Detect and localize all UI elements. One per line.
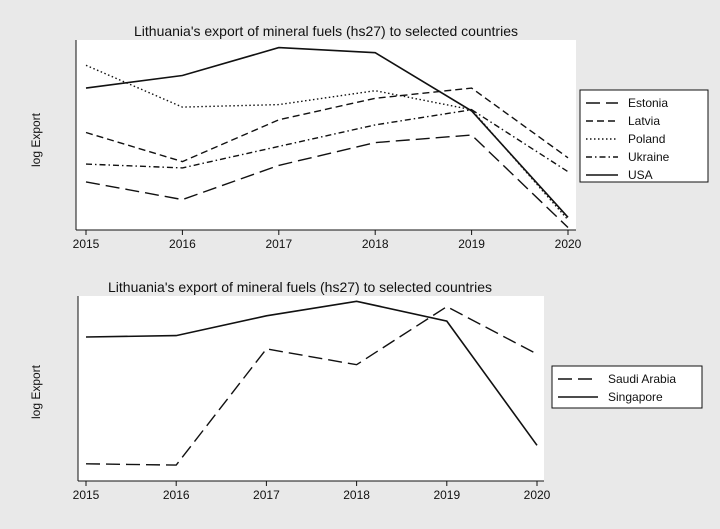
y-axis-label-bottom: log Export	[29, 364, 43, 419]
x-tick-label: 2018	[343, 488, 370, 502]
plot-area-bottom	[78, 296, 544, 481]
legend-label-estonia: Estonia	[628, 96, 668, 110]
legend-label-ukraine: Ukraine	[628, 150, 670, 164]
x-tick-label: 2016	[163, 488, 190, 502]
x-tick-label: 2015	[73, 237, 100, 251]
chart-title-top: Lithuania's export of mineral fuels (hs2…	[134, 23, 518, 39]
x-tick-label: 2019	[433, 488, 460, 502]
plot-area-top	[76, 40, 576, 230]
chart-top: Lithuania's export of mineral fuels (hs2…	[0, 23, 709, 251]
y-axis-label-top: log Export	[29, 112, 43, 167]
x-tick-label: 2019	[458, 237, 485, 251]
legend-label-usa: USA	[628, 168, 653, 182]
legend-box-top	[579, 89, 709, 183]
series-line-saudi-arabia	[85, 305, 538, 466]
series-line-singapore	[85, 300, 538, 446]
x-tick-label: 2017	[253, 488, 280, 502]
x-tick-label: 2016	[169, 237, 196, 251]
chart-bottom: Lithuania's export of mineral fuels (hs2…	[0, 279, 703, 502]
series-line-usa	[85, 46, 569, 218]
x-tick-label: 2020	[555, 237, 582, 251]
legend-top: Estonia Latvia Poland Ukraine USA	[579, 89, 709, 183]
series-line-ukraine	[85, 108, 569, 173]
x-tick-label: 2015	[73, 488, 100, 502]
series-line-latvia	[85, 87, 569, 163]
legend-label-poland: Poland	[628, 132, 665, 146]
legend-bottom: Saudi Arabia Singapore	[551, 365, 703, 409]
chart-title-bottom: Lithuania's export of mineral fuels (hs2…	[108, 279, 492, 295]
legend-label-saudi-arabia: Saudi Arabia	[608, 372, 676, 386]
legend-box-bottom	[551, 365, 703, 409]
x-tick-label: 2020	[524, 488, 551, 502]
x-tick-label: 2017	[265, 237, 292, 251]
series-line-estonia	[85, 134, 569, 229]
x-tick-label: 2018	[362, 237, 389, 251]
legend-label-latvia: Latvia	[628, 114, 660, 128]
legend-label-singapore: Singapore	[608, 390, 663, 404]
